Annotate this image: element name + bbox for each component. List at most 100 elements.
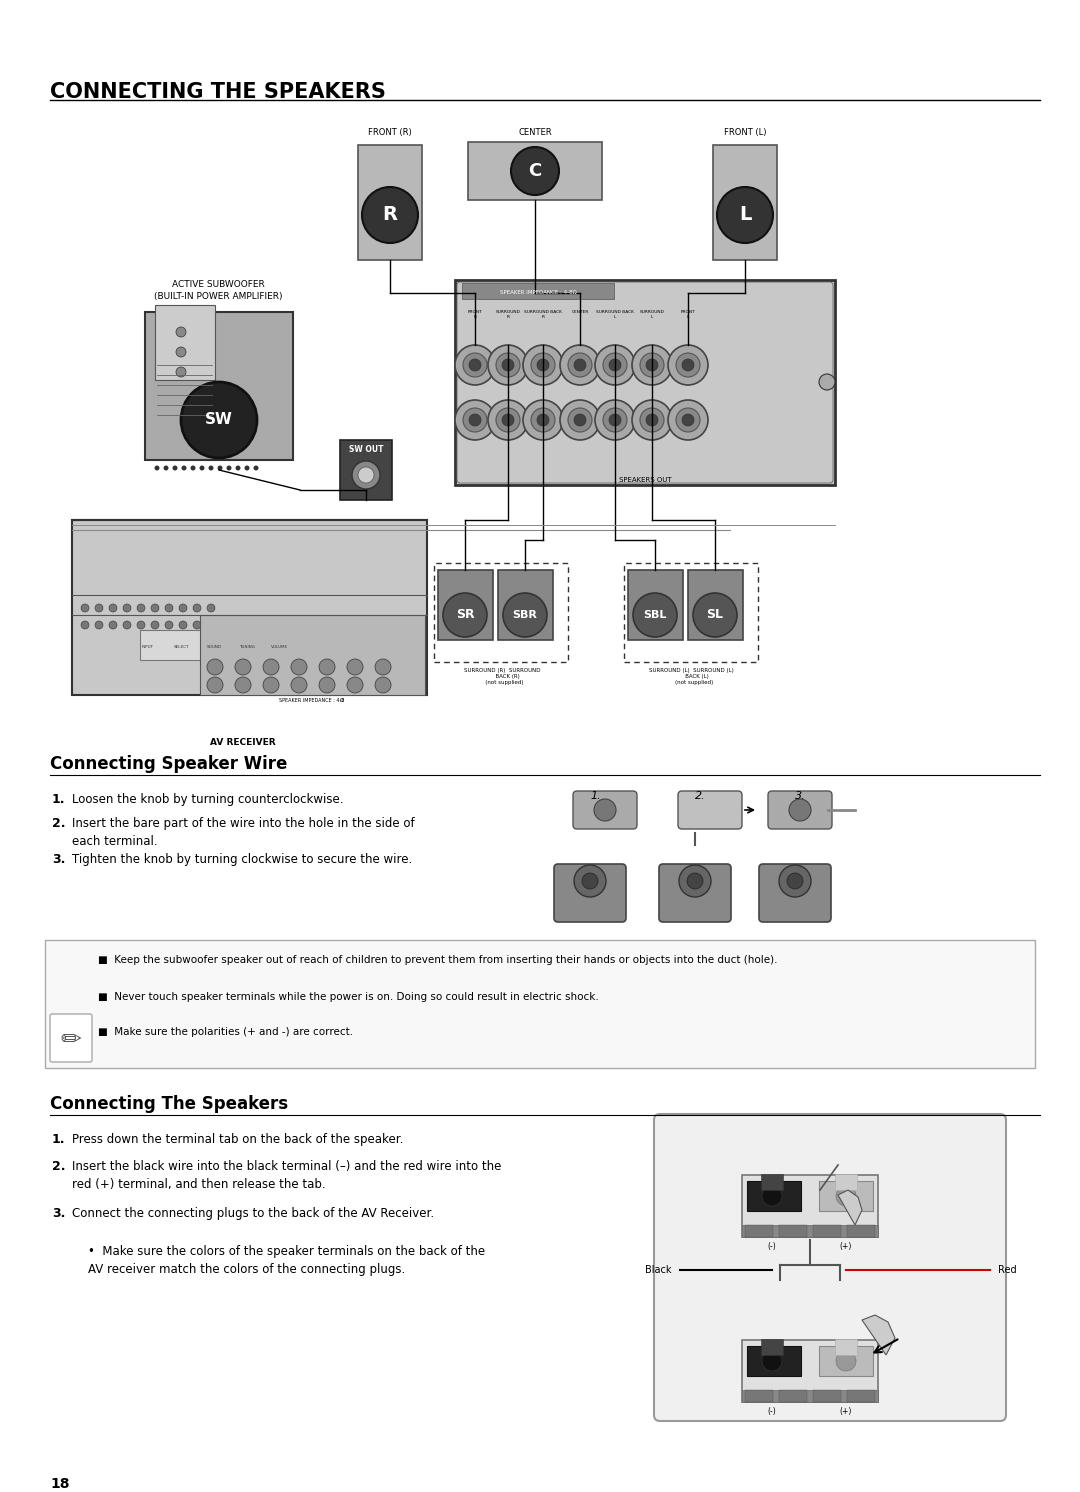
Circle shape [669,400,708,440]
Circle shape [787,873,804,889]
FancyBboxPatch shape [747,1182,801,1212]
Circle shape [151,621,159,630]
Text: SL: SL [706,609,724,622]
Circle shape [693,592,737,637]
FancyBboxPatch shape [819,1346,873,1376]
FancyBboxPatch shape [745,1391,773,1402]
Text: (+): (+) [840,1241,852,1250]
Circle shape [151,604,159,612]
Circle shape [502,413,514,427]
FancyBboxPatch shape [678,791,742,830]
Text: ■  Make sure the polarities (+ and -) are correct.: ■ Make sure the polarities (+ and -) are… [98,1026,353,1037]
Circle shape [640,407,664,433]
FancyBboxPatch shape [779,1391,807,1402]
Text: R: R [382,206,397,224]
Text: 3.: 3. [52,853,66,865]
Text: SBL: SBL [644,610,666,621]
FancyBboxPatch shape [713,145,777,260]
Circle shape [463,407,487,433]
Circle shape [573,865,606,897]
Circle shape [291,659,307,674]
Text: 3.: 3. [795,791,806,801]
Circle shape [819,374,835,389]
Text: INPUT: INPUT [141,645,154,649]
Circle shape [836,1350,856,1371]
Circle shape [762,1350,782,1371]
FancyBboxPatch shape [340,440,392,500]
Circle shape [687,873,703,889]
FancyBboxPatch shape [742,1225,878,1237]
Text: SPEAKER IMPEDANCE : 4-8Ω: SPEAKER IMPEDANCE : 4-8Ω [500,289,577,295]
Text: (+): (+) [840,1407,852,1416]
Circle shape [235,677,251,692]
Circle shape [375,677,391,692]
Text: 2.: 2. [52,1159,66,1173]
Circle shape [347,659,363,674]
Circle shape [165,604,173,612]
FancyBboxPatch shape [468,142,602,200]
Circle shape [137,621,145,630]
Text: Red: Red [998,1265,1016,1276]
FancyBboxPatch shape [813,1391,841,1402]
Circle shape [95,621,103,630]
Text: Loosen the knob by turning counterclockwise.: Loosen the knob by turning counterclockw… [72,794,343,806]
Circle shape [582,873,598,889]
Circle shape [81,621,89,630]
Circle shape [154,466,160,470]
Circle shape [463,354,487,377]
Circle shape [109,604,117,612]
Circle shape [217,466,222,470]
Circle shape [176,348,186,357]
Text: 1.: 1. [52,1132,66,1146]
Text: 1.: 1. [590,791,600,801]
Circle shape [443,592,487,637]
FancyBboxPatch shape [759,864,831,922]
FancyBboxPatch shape [498,570,553,640]
Circle shape [561,400,600,440]
Circle shape [207,604,215,612]
Text: SW: SW [205,412,233,428]
Circle shape [264,659,279,674]
Circle shape [319,659,335,674]
Text: SURROUND BACK
L: SURROUND BACK L [596,310,634,319]
Circle shape [676,354,700,377]
Text: SBR: SBR [513,610,538,621]
Text: FRONT (L): FRONT (L) [724,128,766,137]
Circle shape [488,400,528,440]
Circle shape [207,621,215,630]
Circle shape [503,592,546,637]
Circle shape [717,186,773,243]
Circle shape [347,677,363,692]
Text: SW OUT: SW OUT [349,445,383,454]
FancyBboxPatch shape [742,1391,878,1402]
Text: L: L [739,206,752,224]
Text: SPEAKERS OUT: SPEAKERS OUT [619,477,672,483]
Circle shape [646,360,658,372]
FancyBboxPatch shape [745,1225,773,1237]
Text: AV RECEIVER: AV RECEIVER [210,739,275,747]
Circle shape [603,407,627,433]
FancyBboxPatch shape [747,1346,801,1376]
Circle shape [235,659,251,674]
FancyBboxPatch shape [659,864,731,922]
Circle shape [573,413,586,427]
Circle shape [123,621,131,630]
Circle shape [568,407,592,433]
Text: 1.: 1. [52,794,66,806]
Text: 2.: 2. [52,818,66,830]
Text: 2.: 2. [696,791,705,801]
Text: ✏: ✏ [60,1028,81,1052]
FancyBboxPatch shape [847,1391,875,1402]
Circle shape [594,800,616,821]
Circle shape [595,400,635,440]
Circle shape [537,360,549,372]
Text: Connecting The Speakers: Connecting The Speakers [50,1095,288,1113]
Circle shape [190,466,195,470]
Text: SURROUND BACK
R: SURROUND BACK R [524,310,562,319]
Text: Connecting Speaker Wire: Connecting Speaker Wire [50,755,287,773]
Circle shape [762,1186,782,1206]
Circle shape [595,345,635,385]
Circle shape [779,865,811,897]
Circle shape [200,466,204,470]
Circle shape [633,592,677,637]
